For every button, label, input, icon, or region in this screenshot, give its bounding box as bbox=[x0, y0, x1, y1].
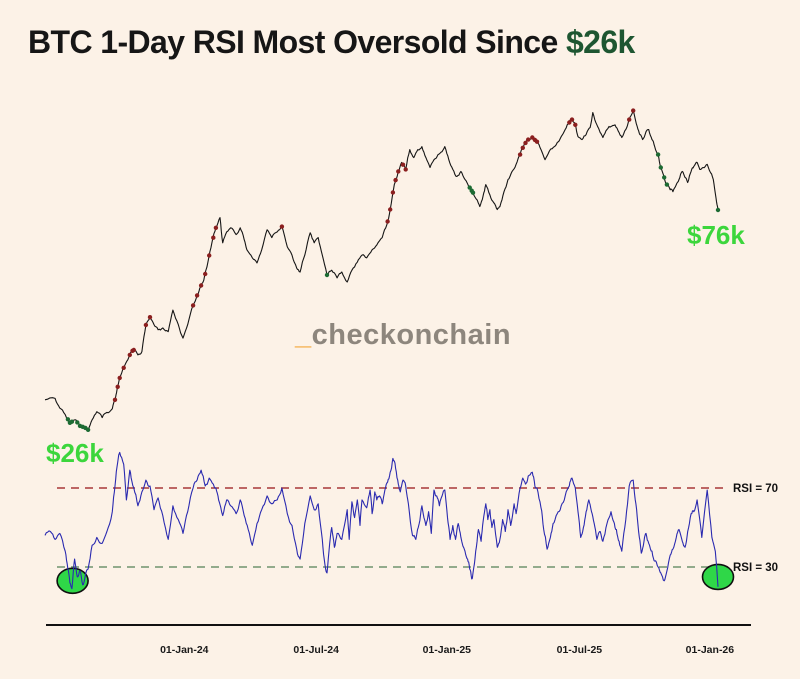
rsi-band-label-30: RSI = 30 bbox=[733, 562, 778, 574]
overbought-dot bbox=[573, 122, 578, 128]
oversold-dot bbox=[75, 420, 80, 425]
x-axis-tick-label: 01-Jan-26 bbox=[686, 644, 735, 656]
overbought-dot bbox=[207, 253, 212, 258]
overbought-dot bbox=[396, 169, 401, 174]
oversold-dot bbox=[324, 272, 330, 278]
overbought-dot bbox=[211, 235, 216, 240]
rsi-line bbox=[44, 451, 719, 590]
overbought-dot bbox=[569, 117, 575, 122]
overbought-dot bbox=[526, 137, 531, 142]
overbought-dot bbox=[112, 397, 118, 402]
oversold-dot bbox=[655, 152, 661, 157]
rsi-band-label-70: RSI = 70 bbox=[733, 483, 778, 495]
oversold-dot bbox=[658, 165, 663, 170]
overbought-dot bbox=[127, 352, 132, 358]
overbought-dot bbox=[388, 207, 393, 212]
overbought-dot bbox=[631, 108, 636, 113]
overbought-dot bbox=[390, 190, 396, 195]
watermark-underscore-icon: _ bbox=[295, 319, 312, 351]
overbought-dot bbox=[627, 117, 632, 122]
overbought-dot bbox=[517, 152, 523, 157]
price-end-label: $76k bbox=[687, 220, 745, 250]
overbought-dot bbox=[523, 140, 528, 146]
x-axis-tick-label: 01-Jan-24 bbox=[160, 644, 209, 656]
overbought-dot bbox=[567, 120, 572, 125]
chart-title: BTC 1-Day RSI Most Oversold Since $26k bbox=[28, 24, 635, 61]
overbought-dot bbox=[143, 322, 149, 328]
overbought-dot bbox=[203, 271, 208, 277]
watermark-text: checkonchain bbox=[311, 319, 512, 351]
overbought-dot bbox=[198, 283, 204, 288]
overbought-dot bbox=[403, 167, 408, 172]
overbought-dot bbox=[400, 162, 406, 167]
overbought-dot bbox=[385, 219, 390, 224]
oversold-dot bbox=[662, 175, 667, 180]
oversold-dot bbox=[85, 427, 91, 432]
overbought-dot bbox=[190, 303, 196, 308]
overbought-dot bbox=[117, 375, 122, 381]
oversold-dot bbox=[470, 190, 476, 195]
price-line bbox=[44, 110, 719, 431]
x-axis-tick-label: 01-Jul-25 bbox=[557, 644, 603, 656]
oversold-dot bbox=[65, 417, 71, 422]
price-start-label: $26k bbox=[46, 438, 104, 468]
overbought-dot bbox=[115, 384, 120, 389]
overbought-dot bbox=[147, 315, 153, 320]
overbought-dot bbox=[393, 177, 398, 183]
oversold-circle bbox=[701, 563, 735, 591]
overbought-dot bbox=[520, 145, 525, 150]
checkonchain-watermark: _checkonchain bbox=[295, 319, 511, 352]
x-axis-tick-label: 01-Jul-24 bbox=[293, 644, 339, 656]
overbought-dot bbox=[194, 293, 200, 298]
chart-title-main: BTC 1-Day RSI Most Oversold Since bbox=[28, 24, 566, 60]
overbought-dot bbox=[131, 347, 136, 353]
oversold-dot bbox=[664, 182, 670, 187]
overbought-dot bbox=[121, 365, 126, 370]
chart-title-highlight: $26k bbox=[565, 24, 635, 60]
oversold-dot bbox=[69, 419, 75, 424]
x-axis-tick-label: 01-Jan-25 bbox=[423, 644, 472, 656]
overbought-dot bbox=[279, 224, 285, 229]
overbought-dot bbox=[534, 139, 540, 144]
oversold-dot bbox=[715, 207, 721, 213]
overbought-dot bbox=[213, 225, 219, 230]
